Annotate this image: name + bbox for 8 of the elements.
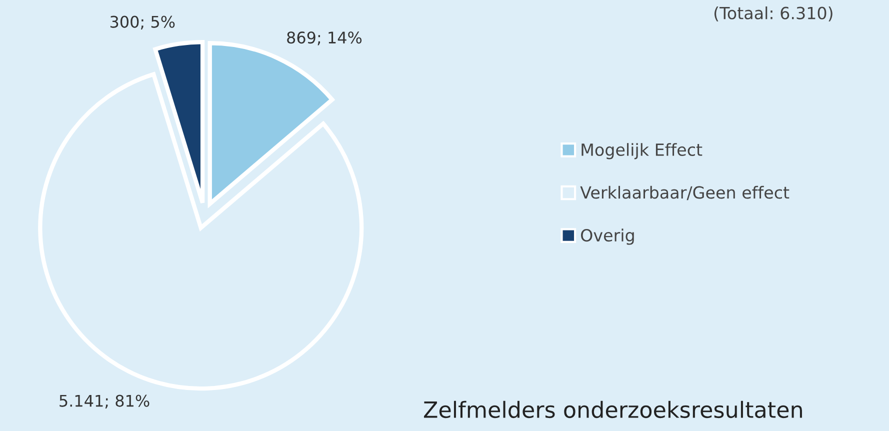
data-label: 869; 14%: [287, 32, 362, 46]
chart-subtitle: (Totaal: 6.310): [714, 6, 832, 22]
legend-label: Verklaarbaar/Geen effect: [580, 186, 790, 200]
data-label: 300; 5%: [110, 16, 175, 30]
text: Zelfmelders onderzoeksresultaten: [424, 400, 802, 418]
legend-label: Mogelijk Effect: [582, 143, 702, 160]
legend-label: Overig: [581, 228, 634, 245]
data-label: 5.141; 81%: [60, 394, 150, 408]
